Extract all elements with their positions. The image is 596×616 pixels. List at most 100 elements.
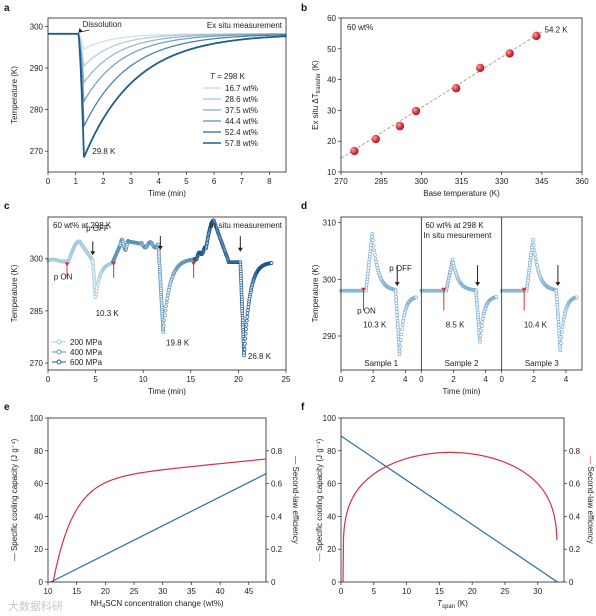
c-annotation-delta-3: 26.8 K (248, 352, 272, 361)
f-y-tick-label: 20 (327, 545, 336, 554)
f-x-tick-label: 15 (435, 587, 444, 596)
d-data-marker (560, 329, 564, 334)
e-x-label-part: NH (90, 599, 102, 608)
d-data-marker (494, 295, 499, 299)
d-data-marker (561, 317, 566, 322)
f-y2-tick-label: 0.2 (569, 545, 581, 554)
b-x-axis-label: Base temperature (K) (423, 189, 500, 198)
d-data-marker (366, 263, 371, 268)
e-y2-axis-label: — Second-law efficiency (291, 456, 300, 543)
e-y-tick-label: 100 (30, 414, 44, 423)
series-line-444wt (48, 33, 286, 104)
d-data-marker (478, 339, 482, 344)
d-data-marker (414, 295, 418, 300)
f-y-tick-label: 60 (327, 480, 336, 489)
c-x-tick-label: 20 (234, 375, 243, 384)
d-data-marker (451, 261, 456, 265)
a-y-tick-label: 290 (30, 64, 44, 73)
d-x-axis-label: Time (min) (443, 387, 481, 396)
c-legend-marker (56, 359, 62, 365)
plot-frame (47, 17, 287, 173)
b-data-point (476, 63, 485, 73)
d-data-marker (555, 305, 560, 310)
f-cooling-capacity-line (340, 435, 558, 583)
d-data-marker (371, 243, 376, 248)
c-y-tick-label: 300 (30, 255, 44, 264)
e-x-label-sub: 4 (102, 604, 106, 610)
f-x-tick-label: 0 (339, 587, 344, 596)
a-legend-title-var: T (210, 72, 216, 81)
d-data-marker (372, 248, 377, 253)
d-data-marker (555, 303, 560, 307)
c-legend-label: 600 MPa (70, 358, 103, 367)
a-annotation-dissolution: Dissolution (83, 20, 122, 29)
d-arrow-p-off-head (394, 282, 400, 287)
d-y-axis-label: Temperature (K) (311, 264, 320, 322)
a-annotation-delta: 29.8 K (92, 147, 116, 156)
c-data-marker (269, 261, 274, 265)
c-x-tick-label: 10 (139, 375, 148, 384)
d-data-marker (532, 248, 537, 252)
f-y2-tick-label: 0.4 (569, 512, 581, 521)
plot-frame (340, 216, 583, 371)
d-data-marker (393, 291, 398, 296)
d-sample-label: Sample 1 (364, 359, 398, 368)
d-data-marker (394, 297, 399, 302)
a-dissolution-arrow (79, 29, 90, 33)
e-x-tick-label: 35 (187, 587, 196, 596)
d-data-marker (574, 295, 579, 300)
c-data-marker (242, 353, 246, 358)
b-y-tick-label: 30 (327, 106, 336, 115)
a-x-tick-label: 5 (184, 177, 189, 186)
d-x-tick-label: 0 (419, 375, 424, 384)
e-cooling-capacity-line (50, 473, 267, 583)
c-legend-marker (56, 349, 62, 355)
c-data-marker (164, 304, 168, 309)
panel-label-d: d (301, 201, 307, 212)
d-arrow-p-on-head (521, 287, 527, 292)
c-annotation-delta-1: 10.3 K (96, 309, 120, 318)
c-data-marker (163, 308, 168, 313)
d-data-marker (561, 321, 565, 325)
c-x-tick-label: 0 (46, 375, 51, 384)
c-legend-marker (56, 339, 62, 345)
c-legend-label: 400 MPa (70, 348, 103, 357)
d-data-marker (396, 334, 401, 339)
d-data-marker (531, 243, 536, 248)
panel-label-b: b (301, 3, 307, 14)
d-data-marker (367, 254, 372, 259)
f-y2-tick-label: 0 (569, 578, 574, 587)
d-data-marker (479, 328, 483, 333)
a-legend-label: 52.4 wt% (225, 128, 258, 137)
a-x-axis-label: Time (min) (148, 189, 186, 198)
d-data-marker (559, 335, 564, 339)
d-data-marker (450, 257, 455, 262)
b-y-tick-label: 20 (327, 137, 336, 146)
b-x-tick-label: 360 (575, 177, 589, 186)
watermark: 大数据科研 (8, 599, 63, 613)
d-data-marker (401, 319, 405, 324)
c-y-tick-label: 270 (30, 359, 44, 368)
d-data-marker (556, 323, 561, 327)
e-x-tick-label: 20 (101, 587, 110, 596)
b-y-label-sub: transfer (316, 73, 322, 93)
f-x-tick-label: 5 (372, 587, 377, 596)
b-annotation-conc: 60 wt% (347, 23, 373, 32)
d-data-marker (365, 271, 370, 276)
d-annotation-conc: 60 wt% at 298 K (425, 221, 484, 230)
d-data-marker (394, 307, 399, 311)
d-data-marker (396, 325, 400, 330)
c-data-marker (165, 296, 170, 301)
e-y-tick-label: 80 (34, 447, 43, 456)
d-data-marker (398, 344, 403, 349)
a-x-tick-label: 0 (46, 177, 51, 186)
e-y-tick-label: 60 (34, 480, 43, 489)
c-x-tick-label: 5 (93, 375, 98, 384)
c-arrow-p-on-3-head (191, 261, 197, 266)
b-y-tick-label: 10 (327, 168, 336, 177)
c-data-marker (246, 305, 251, 309)
d-data-marker (554, 291, 559, 296)
a-y-tick-label: 280 (30, 106, 44, 115)
f-x-axis-label: Tspan (K) (437, 599, 468, 610)
